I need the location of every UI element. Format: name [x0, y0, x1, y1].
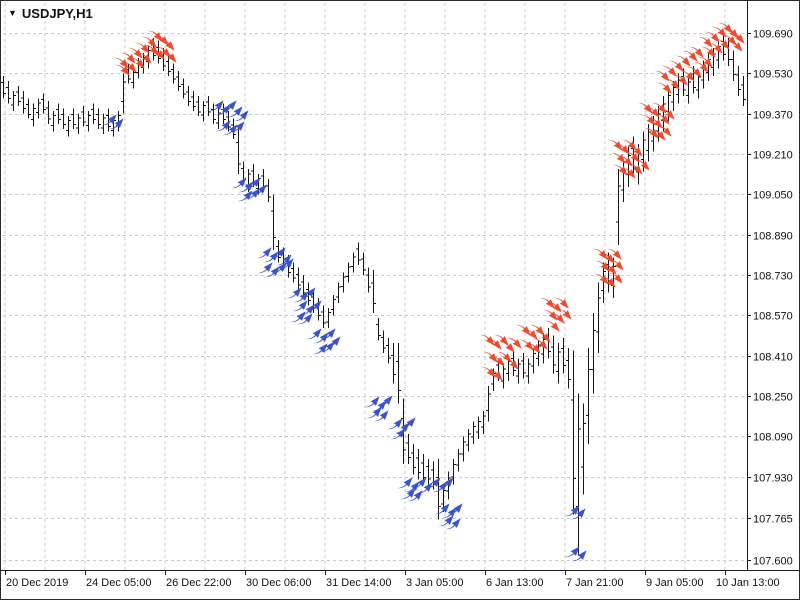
buy-signal-arrow-icon	[257, 262, 273, 274]
buy-signal-arrow-icon	[366, 407, 382, 419]
price-bars	[1, 33, 746, 555]
price-axis-label: 107.600	[753, 556, 793, 568]
buy-signal-arrow-icon	[400, 488, 416, 500]
time-axis-label: 10 Jan 13:00	[716, 577, 780, 589]
price-axis[interactable]: 109.690 109.530 109.370 109.210 109.050 108.8…	[747, 0, 793, 570]
time-axis[interactable]: 20 Dec 2019 24 Dec 05:00 26 Dec 22:00 30 De…	[0, 570, 800, 589]
time-axis-label: 30 Dec 06:00	[246, 577, 311, 589]
buy-signal-arrow-icon	[434, 503, 450, 515]
sell-signal-arrow-icon	[503, 358, 519, 370]
price-axis-label: 108.570	[753, 311, 793, 323]
time-axis-label: 24 Dec 05:00	[86, 577, 151, 589]
sell-signal-arrow-icon	[656, 82, 672, 94]
buy-signal-arrow-icon	[387, 418, 403, 430]
chevron-down-icon: ▼	[8, 8, 17, 18]
sell-signal-arrow-icon	[654, 70, 670, 82]
buy-signal-arrow-icon	[286, 287, 302, 299]
buy-signal-arrow-icon	[290, 311, 306, 323]
price-axis-label: 109.210	[753, 150, 793, 162]
buy-signal-arrow-icon	[231, 177, 247, 189]
price-axis-label: 109.050	[753, 190, 793, 202]
sell-signal-arrow-icon	[697, 36, 713, 48]
price-axis-label: 109.690	[753, 29, 793, 41]
symbol-label: ▼ USDJPY,H1	[8, 6, 93, 21]
buy-arrows	[101, 100, 587, 562]
price-axis-label: 108.090	[753, 432, 793, 444]
price-axis-label: 108.890	[753, 231, 793, 243]
sell-signal-arrow-icon	[518, 339, 534, 351]
time-axis-label: 6 Jan 13:00	[486, 577, 544, 589]
sell-arrows	[113, 22, 745, 381]
price-axis-label: 107.930	[753, 473, 793, 485]
buy-signal-arrow-icon	[564, 546, 580, 558]
sell-signal-arrow-icon	[643, 127, 659, 139]
price-axis-label: 109.530	[753, 69, 793, 81]
time-axis-label: 7 Jan 21:00	[566, 577, 624, 589]
symbol-text: USDJPY,H1	[21, 6, 93, 21]
time-axis-label: 31 Dec 14:00	[326, 577, 391, 589]
chart-grid	[3, 3, 747, 570]
price-axis-label: 108.730	[753, 271, 793, 283]
price-axis-label: 108.250	[753, 392, 793, 404]
sell-signal-arrow-icon	[593, 273, 609, 285]
sell-signal-arrow-icon	[612, 164, 628, 176]
time-axis-label: 20 Dec 2019	[6, 577, 68, 589]
buy-signal-arrow-icon	[306, 328, 322, 340]
buy-signal-arrow-icon	[364, 396, 380, 408]
sell-signal-arrow-icon	[594, 260, 610, 272]
time-axis-label: 3 Jan 05:00	[406, 577, 464, 589]
price-axis-label: 109.370	[753, 110, 793, 122]
time-axis-label: 26 Dec 22:00	[166, 577, 231, 589]
buy-signal-arrow-icon	[256, 247, 272, 259]
buy-signal-arrow-icon	[417, 482, 433, 494]
buy-signal-arrow-icon	[564, 505, 580, 517]
time-axis-label: 9 Jan 05:00	[646, 577, 704, 589]
price-axis-label: 108.410	[753, 352, 793, 364]
sell-signal-arrow-icon	[544, 320, 560, 332]
price-axis-label: 107.765	[753, 514, 793, 526]
